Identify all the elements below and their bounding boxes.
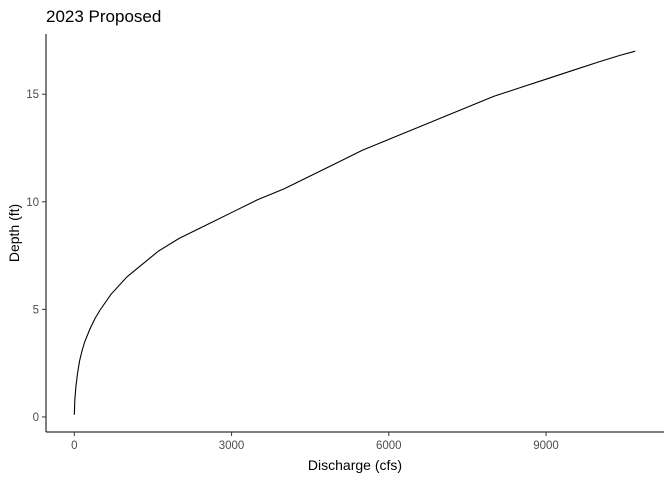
- x-axis-title: Discharge (cfs): [308, 457, 402, 473]
- y-axis-title: Depth (ft): [6, 204, 22, 262]
- depth-discharge-curve: [73, 50, 636, 415]
- y-tick-label: 10: [26, 197, 39, 209]
- x-tick-label: 0: [71, 440, 77, 452]
- chart-title: 2023 Proposed: [46, 7, 161, 26]
- y-tick-label: 0: [33, 412, 39, 424]
- y-tick-label: 15: [26, 89, 39, 101]
- x-axis-ticks: 0 3000 6000 9000: [71, 432, 559, 452]
- plot-area: 0 3000 6000 9000 0 5 10 15: [26, 34, 664, 452]
- y-axis-ticks: 0 5 10 15: [26, 89, 46, 424]
- x-tick-label: 9000: [533, 440, 559, 452]
- y-tick-label: 5: [33, 304, 39, 316]
- x-tick-label: 3000: [219, 440, 245, 452]
- x-tick-label: 6000: [376, 440, 402, 452]
